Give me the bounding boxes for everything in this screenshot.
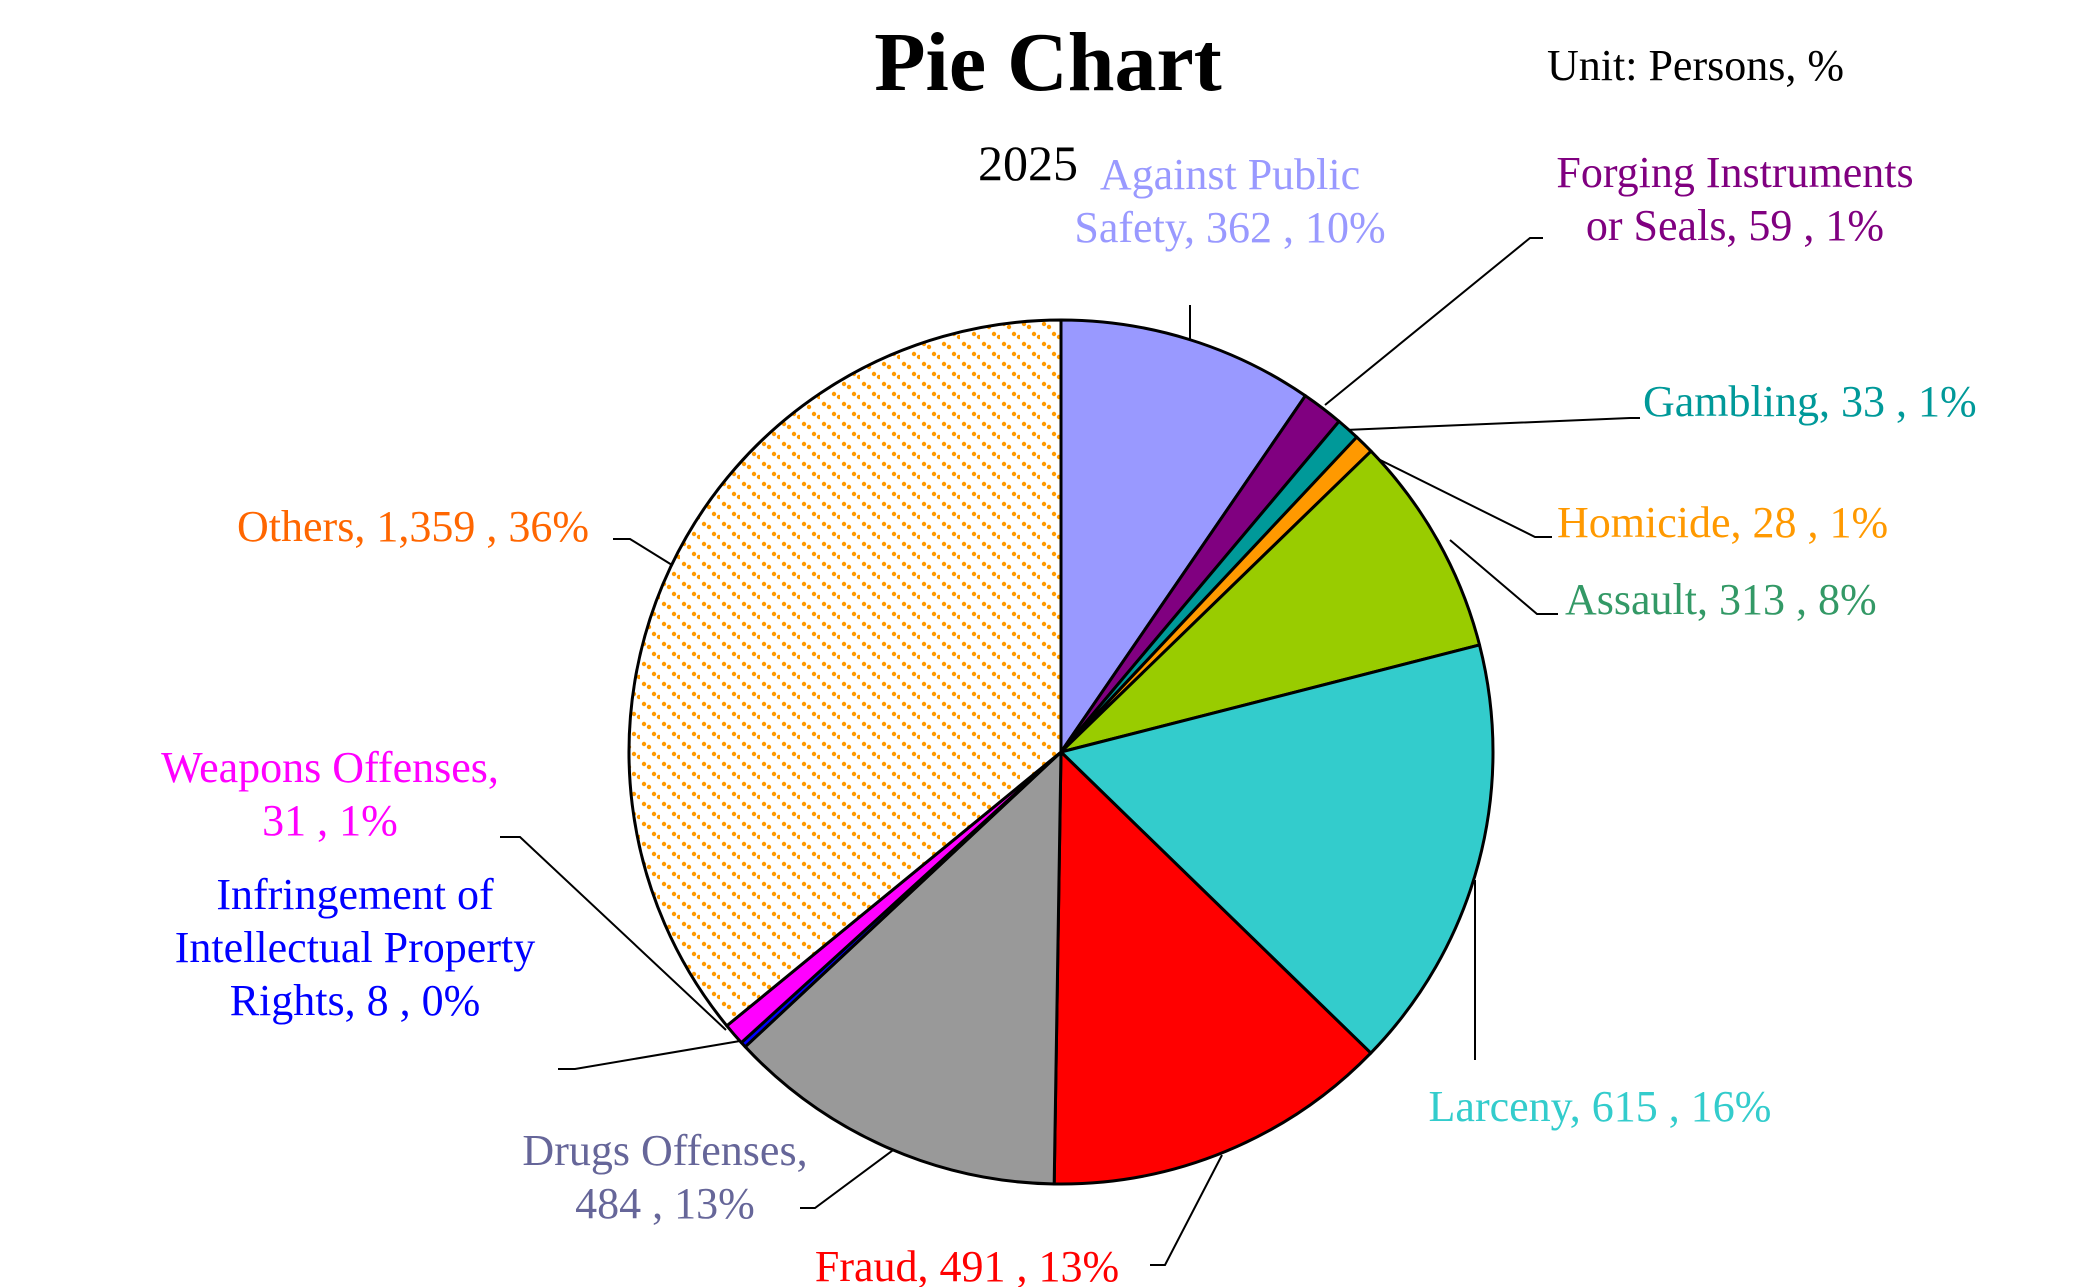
slice-label-line: Gambling, 33 , 1% — [1643, 377, 1977, 426]
slice-label-line: Drugs Offenses, — [522, 1126, 807, 1175]
pie-slice-fraud — [1052, 750, 1373, 1186]
slice-label-line: Others, 1,359 , 36% — [237, 502, 589, 551]
slice-label: Larceny, 615 , 16% — [1429, 1082, 1772, 1131]
slice-label: Infringement of Intellectual Property Righ… — [175, 870, 535, 1025]
chart-subtitle: 2025 — [978, 135, 1078, 191]
slice-label-line: Larceny, 615 , 16% — [1429, 1082, 1772, 1131]
slice-label-line: Infringement of — [216, 870, 494, 919]
pie-slice-drugs-offenses — [743, 750, 1063, 1186]
slice-label-line: 484 , 13% — [575, 1179, 755, 1228]
pie-slice-others — [627, 318, 1063, 1028]
leader-line — [1449, 539, 1558, 615]
slice-label: Homicide, 28 , 1% — [1557, 498, 1888, 547]
slice-label-line: or Seals, 59 , 1% — [1586, 201, 1884, 250]
chart-title: Pie Chart — [874, 16, 1222, 109]
slice-label: Drugs Offenses, 484 , 13% — [522, 1126, 807, 1228]
slice-label: Gambling, 33 , 1% — [1643, 377, 1977, 426]
slice-label-line: 31 , 1% — [262, 796, 398, 845]
slice-label-line: Rights, 8 , 0% — [230, 976, 481, 1025]
slice-label: Others, 1,359 , 36% — [237, 502, 589, 551]
leader-line — [1359, 449, 1552, 538]
slice-label-line: Assault, 313 , 8% — [1565, 575, 1877, 624]
slice-label: Against Public Safety, 362 , 10% — [1074, 150, 1385, 252]
slice-label: Assault, 313 , 8% — [1565, 575, 1877, 624]
pie-slice-assault — [1059, 449, 1482, 754]
pie-slice-against-public-safety — [1059, 318, 1307, 754]
slice-label-line: Homicide, 28 , 1% — [1557, 498, 1888, 547]
slice-label-line: Safety, 362 , 10% — [1074, 203, 1385, 252]
slice-label: Weapons Offenses, 31 , 1% — [161, 743, 499, 845]
pie-slices — [627, 318, 1495, 1186]
leader-line — [1324, 237, 1543, 406]
leader-line — [500, 836, 727, 1031]
slice-labels: Against Public Safety, 362 , 10% Forging I… — [161, 148, 1977, 1287]
slice-label: Forging Instruments or Seals, 59 , 1% — [1556, 148, 1913, 250]
slice-label-line: Intellectual Property — [175, 923, 535, 972]
leader-lines — [500, 237, 1640, 1266]
leader-line — [613, 538, 673, 566]
leader-line — [1344, 417, 1640, 431]
slice-label: Fraud, 491 , 13% — [815, 1242, 1119, 1287]
leader-line — [1150, 1154, 1223, 1266]
leader-line — [800, 1144, 901, 1209]
slice-label-line: Against Public — [1100, 150, 1360, 199]
slice-label-line: Forging Instruments — [1556, 148, 1913, 197]
leader-line — [558, 1040, 741, 1070]
slice-label-line: Weapons Offenses, — [161, 743, 499, 792]
slice-label-line: Fraud, 491 , 13% — [815, 1242, 1119, 1287]
unit-label: Unit: Persons, % — [1547, 41, 1844, 90]
pie-slice-larceny — [1059, 643, 1495, 1055]
